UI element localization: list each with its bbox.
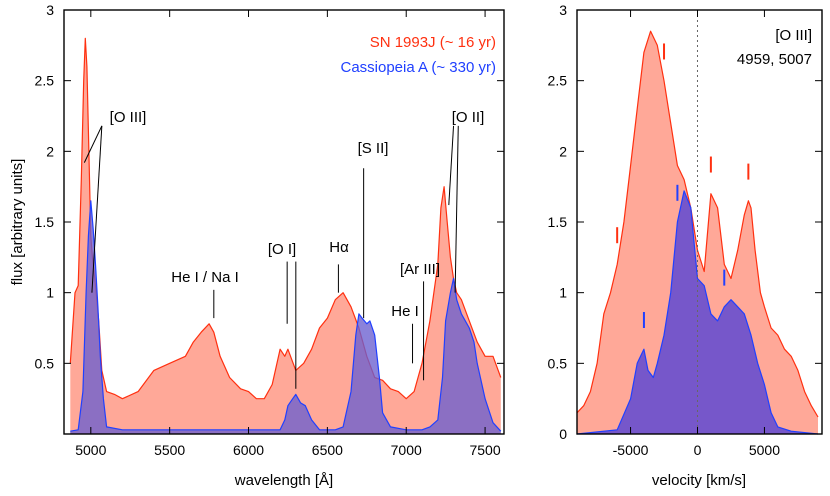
annotation-o-iii-right: [O III]: [775, 27, 812, 44]
L-xtick-label: 7500: [469, 442, 500, 458]
left-y-axis-label: flux [arbitrary units]: [9, 159, 26, 286]
R-ytick-label: 1.5: [548, 214, 568, 230]
right-x-ticks: -5000 0 5000: [613, 10, 780, 458]
left-x-ticks: 5000 5500 6000 6500 7000 7500: [75, 10, 501, 458]
L-ytick-label: 3: [46, 2, 54, 18]
annotation-leader-line: [91, 125, 103, 293]
R-series-area-1: [577, 190, 818, 434]
L-xtick-label: 5500: [154, 442, 185, 458]
right-line-markers: [616, 43, 750, 328]
right-y-ticks: 0 0.5 1 1.5 2 2.5 3: [548, 2, 822, 442]
annotation-o-iii-left: [O III]: [110, 109, 147, 126]
L-ytick-label: 1.5: [35, 214, 55, 230]
legend-entry-cassiopeia-a: Cassiopeia A (~ 330 yr): [340, 59, 496, 76]
R-ytick-label: 2: [559, 143, 567, 159]
R-xtick-label: -5000: [613, 442, 649, 458]
left-panel: 5000 5500 6000 6500 7000 7500 0.5 1 1.5 2 2.5 3 wa…: [9, 2, 505, 489]
annotation-leader-line: [83, 125, 103, 163]
R-series-area-0: [577, 31, 818, 434]
R-series-line-1: [576, 190, 819, 435]
annotation-ar-iii: [Ar III]: [400, 261, 440, 278]
L-xtick-label: 6500: [312, 442, 343, 458]
L-ytick-label: 2.5: [35, 73, 55, 89]
L-series-line-1: [70, 200, 502, 432]
right-x-axis-label: velocity [km/s]: [652, 472, 746, 489]
R-xtick-label: 0: [694, 442, 702, 458]
annotation-o-ii: [O II]: [452, 109, 485, 126]
L-series-area-0: [70, 38, 501, 435]
L-ytick-label: 2: [46, 143, 54, 159]
left-series-layer: [69, 37, 502, 435]
annotation-he-i: He I: [391, 303, 419, 320]
L-series-area-1: [70, 200, 501, 434]
left-annotation-layer: [83, 125, 459, 389]
R-ytick-label: 1: [559, 285, 567, 301]
R-series-line-0: [576, 30, 819, 418]
annotation-leader-line: [454, 125, 459, 293]
R-ytick-label: 2.5: [548, 73, 568, 89]
annotation-o-iii-wavelengths: 4959, 5007: [737, 51, 812, 68]
left-x-axis-label: wavelength [Å]: [234, 472, 333, 489]
annotation-o-i: [O I]: [268, 241, 296, 258]
R-ytick-label: 0: [559, 426, 567, 442]
legend-entry-sn1993j: SN 1993J (~ 16 yr): [370, 34, 496, 51]
R-ytick-label: 3: [559, 2, 567, 18]
L-xtick-label: 6000: [233, 442, 264, 458]
L-xtick-label: 7000: [391, 442, 422, 458]
annotation-leader-line: [448, 125, 455, 206]
L-ytick-label: 0.5: [35, 355, 55, 371]
right-series-layer: [576, 30, 819, 435]
R-ytick-label: 0.5: [548, 355, 568, 371]
annotation-s-ii: [S II]: [358, 140, 389, 157]
R-xtick-label: 5000: [749, 442, 780, 458]
annotation-h-alpha: Hα: [329, 239, 349, 256]
left-y-ticks: 0.5 1 1.5 2 2.5 3: [35, 2, 504, 371]
annotation-he-i-na-i: He I / Na I: [171, 269, 239, 286]
L-ytick-label: 1: [46, 285, 54, 301]
right-panel: -5000 0 5000 0 0.5 1 1.5 2 2.5 3 velocity [km/s]…: [548, 2, 823, 489]
L-xtick-label: 5000: [75, 442, 106, 458]
